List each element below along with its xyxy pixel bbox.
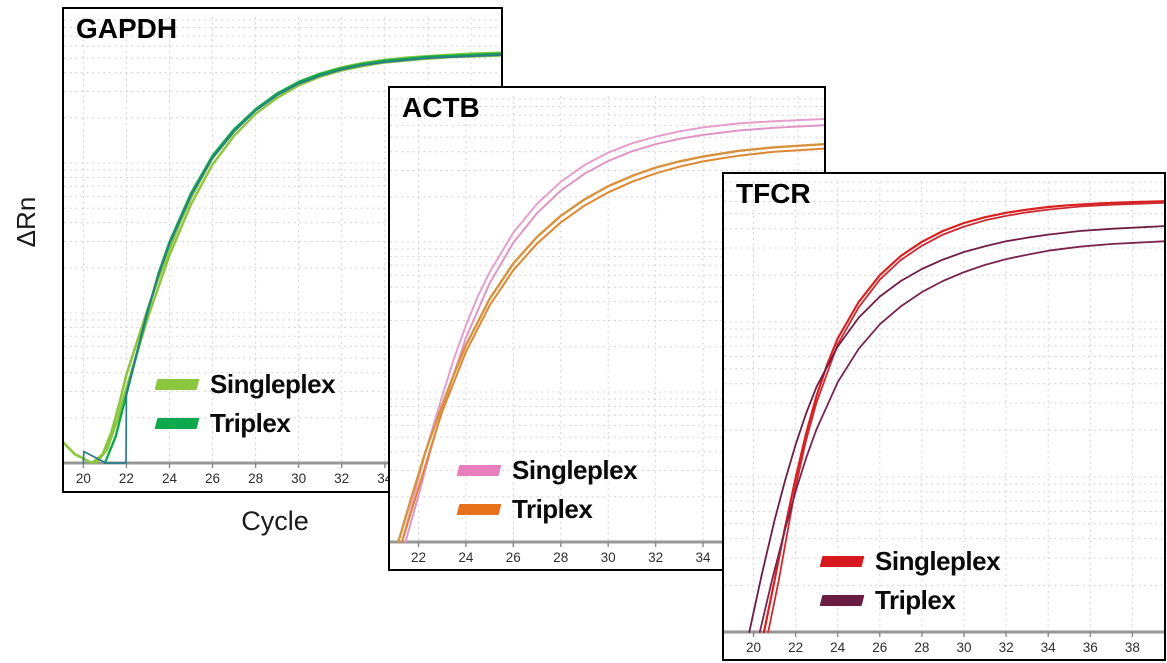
- svg-text:30: 30: [956, 640, 971, 655]
- x-axis-label: Cycle: [241, 506, 309, 536]
- svg-text:24: 24: [458, 550, 474, 565]
- tfcr-amplification-plot: 20 22 24 26 28 30 32 34 36 38: [724, 181, 1164, 655]
- triplex-swatch: [456, 503, 502, 515]
- legend-actb: Singleplex Triplex: [456, 455, 638, 535]
- svg-text:22: 22: [788, 640, 803, 655]
- legend-item-triplex: Triplex: [456, 494, 637, 524]
- legend-item-triplex: Triplex: [154, 408, 335, 438]
- singleplex-swatch: [819, 555, 865, 567]
- svg-text:30: 30: [291, 471, 306, 486]
- svg-text:36: 36: [1083, 640, 1098, 655]
- svg-text:26: 26: [872, 640, 887, 655]
- panel-title-gapdh: GAPDH: [76, 13, 178, 44]
- svg-text:20: 20: [76, 471, 91, 486]
- singleplex-swatch: [456, 464, 502, 476]
- svg-text:32: 32: [648, 550, 663, 565]
- singleplex-swatch: [154, 378, 200, 390]
- svg-text:34: 34: [695, 550, 711, 565]
- svg-text:22: 22: [411, 550, 426, 565]
- legend-item-triplex: Triplex: [819, 585, 1000, 615]
- y-axis-label: ΔRn: [11, 196, 41, 248]
- panel-title-actb: ACTB: [402, 92, 480, 123]
- panel-tfcr: 20 22 24 26 28 30 32 34 36 38 TFCR Singleplex Tri…: [722, 172, 1166, 661]
- legend-item-singleplex: Singleplex: [154, 369, 336, 399]
- legend-label: Triplex: [210, 408, 291, 438]
- triplex-swatch: [819, 594, 865, 606]
- svg-text:28: 28: [248, 471, 263, 486]
- svg-text:28: 28: [914, 640, 929, 655]
- legend-label: Singleplex: [875, 546, 1001, 576]
- svg-text:32: 32: [334, 471, 349, 486]
- svg-text:24: 24: [162, 471, 178, 486]
- legend-tfcr: Singleplex Triplex: [819, 546, 1001, 626]
- svg-text:38: 38: [1125, 640, 1140, 655]
- legend-gapdh: Singleplex Triplex: [154, 369, 336, 449]
- svg-text:30: 30: [601, 550, 616, 565]
- legend-label: Singleplex: [512, 455, 638, 485]
- svg-text:22: 22: [119, 471, 134, 486]
- svg-text:24: 24: [830, 640, 846, 655]
- svg-text:32: 32: [999, 640, 1014, 655]
- legend-item-singleplex: Singleplex: [819, 546, 1001, 576]
- svg-text:34: 34: [1041, 640, 1057, 655]
- svg-text:28: 28: [553, 550, 568, 565]
- svg-text:26: 26: [506, 550, 521, 565]
- panel-title-tfcr: TFCR: [736, 178, 811, 209]
- legend-item-singleplex: Singleplex: [456, 455, 638, 485]
- svg-text:26: 26: [205, 471, 220, 486]
- legend-label: Triplex: [875, 585, 956, 615]
- legend-label: Triplex: [512, 494, 593, 524]
- svg-text:20: 20: [746, 640, 761, 655]
- legend-label: Singleplex: [210, 369, 336, 399]
- triplex-swatch: [154, 417, 200, 429]
